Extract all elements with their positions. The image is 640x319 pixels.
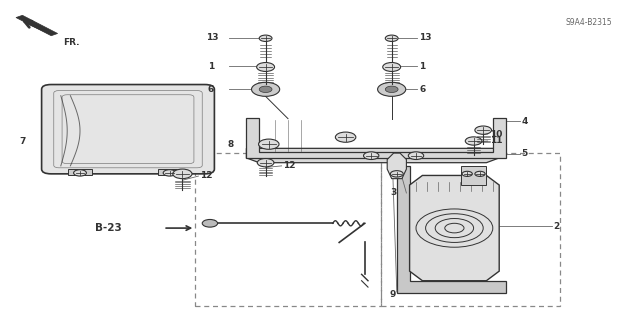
Polygon shape bbox=[158, 169, 181, 175]
Text: S9A4-B2315: S9A4-B2315 bbox=[566, 18, 612, 27]
Circle shape bbox=[465, 137, 482, 145]
Text: 3: 3 bbox=[390, 189, 397, 197]
Text: 13: 13 bbox=[419, 33, 432, 42]
Circle shape bbox=[257, 63, 275, 71]
Circle shape bbox=[408, 152, 424, 160]
Circle shape bbox=[378, 82, 406, 96]
Polygon shape bbox=[246, 148, 499, 163]
Text: 12: 12 bbox=[283, 161, 296, 170]
Circle shape bbox=[390, 171, 403, 177]
FancyBboxPatch shape bbox=[42, 85, 214, 174]
Circle shape bbox=[462, 171, 472, 176]
Text: 7: 7 bbox=[19, 137, 26, 146]
Text: 9: 9 bbox=[389, 290, 396, 299]
Text: 6: 6 bbox=[208, 85, 214, 94]
Text: B-23: B-23 bbox=[95, 223, 122, 233]
Circle shape bbox=[259, 35, 272, 41]
Circle shape bbox=[385, 35, 398, 41]
Text: 10: 10 bbox=[490, 130, 502, 139]
Circle shape bbox=[335, 132, 356, 142]
Circle shape bbox=[163, 170, 176, 176]
Polygon shape bbox=[397, 166, 506, 293]
Polygon shape bbox=[68, 169, 92, 175]
Text: 8: 8 bbox=[227, 140, 234, 149]
Text: 12: 12 bbox=[200, 171, 212, 180]
Circle shape bbox=[173, 169, 192, 179]
Text: 13: 13 bbox=[206, 33, 219, 42]
Text: 4: 4 bbox=[522, 117, 528, 126]
Text: 5: 5 bbox=[522, 149, 528, 158]
Circle shape bbox=[383, 63, 401, 71]
Circle shape bbox=[259, 86, 272, 93]
Text: 2: 2 bbox=[554, 222, 560, 231]
Circle shape bbox=[202, 219, 218, 227]
Polygon shape bbox=[387, 153, 406, 179]
Circle shape bbox=[74, 170, 86, 176]
Polygon shape bbox=[246, 118, 506, 158]
Text: 6: 6 bbox=[419, 85, 426, 94]
Polygon shape bbox=[461, 166, 486, 185]
Text: FR.: FR. bbox=[63, 38, 79, 47]
Polygon shape bbox=[16, 15, 58, 36]
Circle shape bbox=[475, 126, 492, 134]
Text: 11: 11 bbox=[490, 137, 502, 145]
Circle shape bbox=[257, 159, 274, 167]
Text: 1: 1 bbox=[419, 62, 426, 71]
Circle shape bbox=[385, 86, 398, 93]
Circle shape bbox=[259, 139, 279, 149]
Text: 1: 1 bbox=[208, 62, 214, 71]
Polygon shape bbox=[410, 175, 499, 281]
Circle shape bbox=[252, 82, 280, 96]
Circle shape bbox=[475, 171, 485, 176]
Circle shape bbox=[364, 152, 379, 160]
